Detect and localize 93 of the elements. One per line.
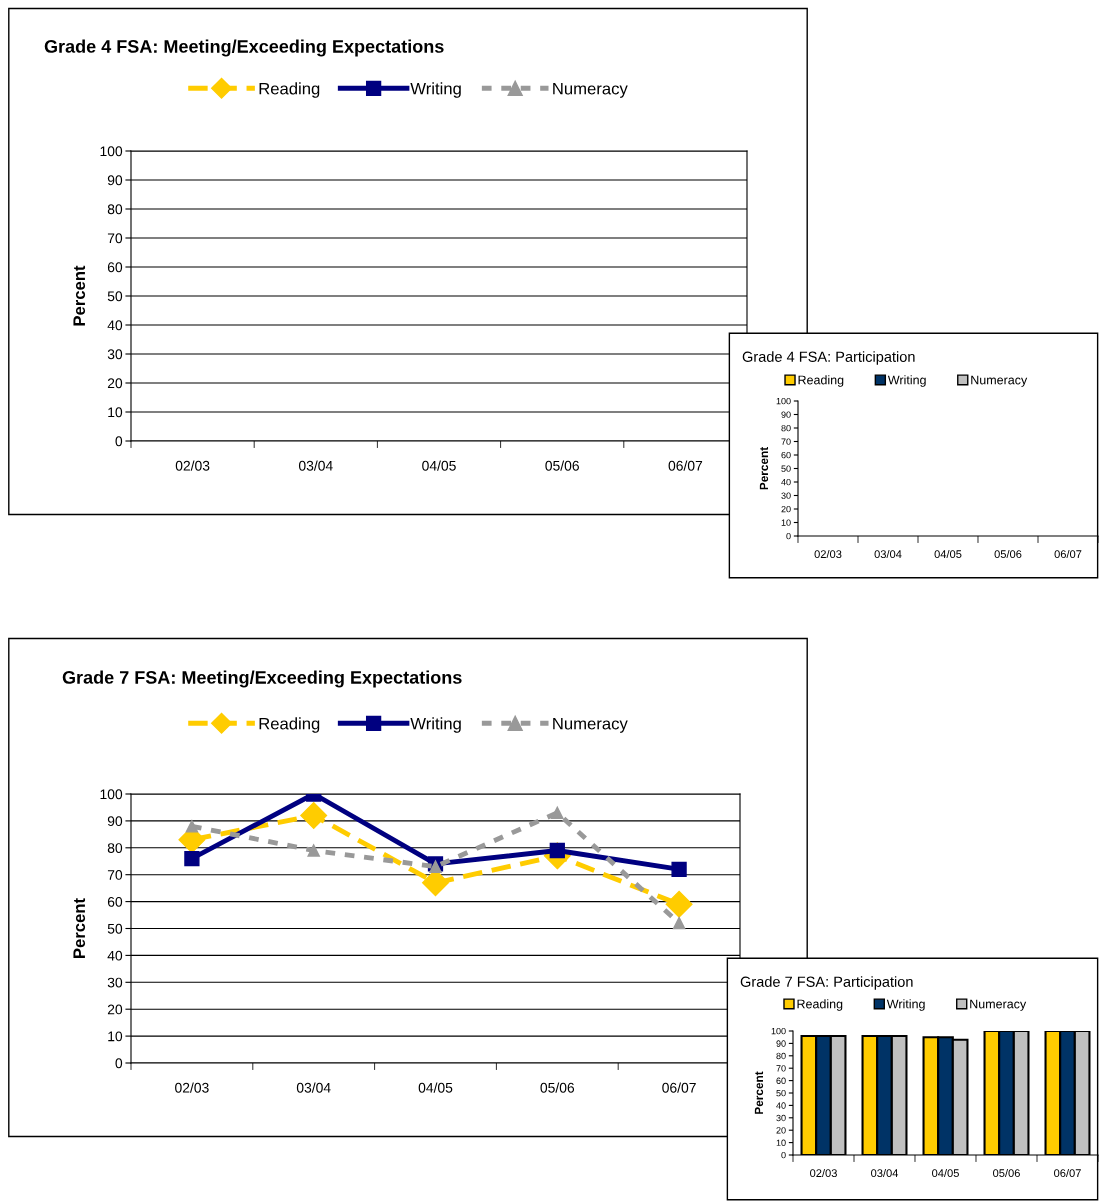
legend-label: Numeracy bbox=[553, 717, 628, 733]
x-tick-label: 05/06 bbox=[540, 1082, 575, 1093]
x-tick-label: 02/03 bbox=[175, 1082, 209, 1093]
y-tick-label: 50 bbox=[107, 291, 123, 302]
legend-label: Numeracy bbox=[553, 82, 628, 98]
y-tick-label: 80 bbox=[107, 843, 123, 853]
legend-label: Writing bbox=[410, 82, 461, 98]
y-tick-label: 0 bbox=[786, 532, 791, 540]
y-tick-label: 100 bbox=[771, 1027, 786, 1035]
y-tick-label: 40 bbox=[776, 1102, 786, 1109]
y-tick-label: 70 bbox=[776, 1065, 786, 1072]
y-axis-title: Percent bbox=[73, 265, 86, 326]
y-tick-label: 100 bbox=[776, 397, 791, 405]
y-tick-label: 10 bbox=[108, 407, 123, 418]
y-tick-label: 20 bbox=[781, 505, 791, 513]
y-tick-label: 50 bbox=[776, 1089, 786, 1097]
x-tick-label: 04/05 bbox=[418, 1082, 453, 1093]
y-tick-label: 10 bbox=[781, 519, 791, 526]
x-tick-label: 06/07 bbox=[1054, 1168, 1081, 1178]
chart-title: Grade 4 FSA: Participation bbox=[742, 351, 915, 365]
x-tick-label: 03/04 bbox=[296, 1082, 331, 1093]
y-tick-label: 70 bbox=[781, 438, 791, 445]
x-tick-label: 03/04 bbox=[871, 1168, 899, 1178]
y-axis-title: Percent bbox=[73, 898, 86, 958]
x-tick-label: 04/05 bbox=[422, 460, 456, 471]
y-tick-label: 30 bbox=[107, 349, 123, 360]
x-tick-label: 05/06 bbox=[545, 460, 579, 471]
x-tick-label: 02/03 bbox=[814, 549, 842, 559]
legend-label: Reading bbox=[797, 999, 843, 1011]
legend-label: Numeracy bbox=[971, 375, 1028, 387]
y-tick-label: 0 bbox=[115, 436, 123, 447]
y-axis-title: Percent bbox=[759, 446, 769, 490]
y-tick-label: 10 bbox=[776, 1139, 786, 1146]
y-tick-label: 90 bbox=[776, 1040, 786, 1047]
y-tick-label: 0 bbox=[781, 1151, 786, 1159]
y-tick-label: 20 bbox=[107, 378, 123, 389]
x-tick-label: 02/03 bbox=[175, 460, 210, 471]
x-tick-label: 06/07 bbox=[668, 460, 703, 471]
x-tick-label: 06/07 bbox=[662, 1082, 696, 1093]
chart-title: Grade 7 FSA: Participation bbox=[740, 976, 913, 990]
legend-label: Writing bbox=[886, 999, 925, 1011]
y-tick-label: 80 bbox=[107, 204, 123, 215]
y-tick-label: 80 bbox=[781, 424, 791, 432]
y-tick-label: 70 bbox=[107, 870, 123, 880]
y-tick-label: 100 bbox=[100, 146, 123, 157]
y-tick-label: 30 bbox=[776, 1114, 786, 1122]
chart-title: Grade 7 FSA: Meeting/Exceeding Expectations bbox=[62, 670, 462, 688]
x-tick-label: 03/04 bbox=[298, 460, 333, 471]
x-tick-label: 05/06 bbox=[994, 549, 1022, 559]
y-tick-label: 60 bbox=[107, 896, 123, 907]
x-tick-label: 03/04 bbox=[874, 549, 902, 559]
point bbox=[429, 860, 442, 873]
point bbox=[671, 861, 687, 877]
y-tick-label: 80 bbox=[776, 1052, 786, 1060]
y-tick-label: 70 bbox=[107, 233, 123, 244]
y-tick-label: 60 bbox=[781, 451, 791, 459]
y-tick-label: 60 bbox=[776, 1077, 786, 1084]
x-tick-label: 06/07 bbox=[1054, 549, 1082, 559]
chart-title: Grade 4 FSA: Meeting/Exceeding Expectations bbox=[44, 39, 444, 57]
y-tick-label: 30 bbox=[107, 977, 123, 988]
legend-label: Writing bbox=[887, 375, 926, 387]
y-tick-label: 40 bbox=[107, 320, 123, 331]
x-tick-label: 05/06 bbox=[993, 1168, 1020, 1178]
y-tick-label: 90 bbox=[781, 411, 791, 418]
y-tick-label: 40 bbox=[781, 478, 791, 486]
legend-label: Reading bbox=[798, 375, 844, 387]
point bbox=[184, 850, 200, 867]
legend-label: Reading bbox=[259, 717, 320, 733]
point bbox=[551, 806, 564, 820]
x-tick-label: 02/03 bbox=[810, 1168, 837, 1178]
y-axis-title: Percent bbox=[754, 1071, 764, 1114]
x-tick-label: 04/05 bbox=[934, 549, 962, 559]
y-tick-label: 90 bbox=[107, 816, 123, 827]
y-tick-label: 30 bbox=[781, 492, 791, 499]
point bbox=[300, 802, 328, 829]
y-tick-label: 50 bbox=[107, 923, 123, 934]
y-tick-label: 0 bbox=[115, 1058, 123, 1069]
y-tick-label: 60 bbox=[107, 262, 123, 273]
point bbox=[307, 844, 320, 857]
y-tick-label: 90 bbox=[107, 175, 123, 186]
legend-label: Numeracy bbox=[970, 999, 1027, 1011]
legend-label: Reading bbox=[259, 82, 320, 98]
legend-label: Writing bbox=[410, 717, 461, 733]
y-tick-label: 40 bbox=[107, 950, 123, 961]
y-tick-label: 50 bbox=[781, 465, 791, 472]
point bbox=[672, 916, 686, 930]
point bbox=[665, 890, 693, 918]
x-tick-label: 04/05 bbox=[932, 1168, 959, 1178]
y-tick-label: 20 bbox=[107, 1004, 123, 1015]
y-tick-label: 20 bbox=[776, 1127, 786, 1134]
y-tick-label: 100 bbox=[100, 789, 123, 800]
y-tick-label: 10 bbox=[108, 1031, 123, 1042]
point bbox=[185, 820, 199, 833]
